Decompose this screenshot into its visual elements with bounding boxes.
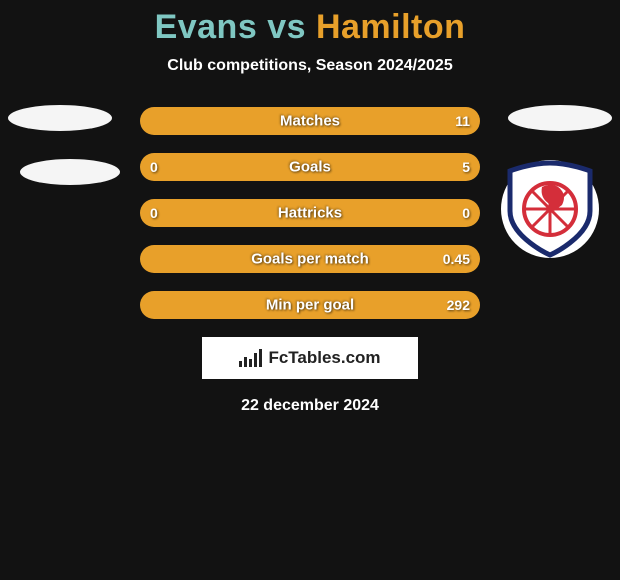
stat-row: Goals per match 0.45 <box>140 245 480 273</box>
player-left-placeholder-icon <box>8 105 112 131</box>
source-name: FcTables.com <box>268 348 380 368</box>
player-right-name: Hamilton <box>316 8 465 46</box>
stat-label: Hattricks <box>278 205 342 222</box>
stat-label: Min per goal <box>266 297 354 314</box>
stat-value-left: 0 <box>150 159 158 175</box>
date-label: 22 december 2024 <box>0 397 620 415</box>
club-right-badge-icon <box>500 159 600 259</box>
comparison-card: Evans vs Hamilton Club competitions, Sea… <box>0 0 620 415</box>
stat-value-right: 0.45 <box>443 251 470 267</box>
stat-value-right: 292 <box>447 297 470 313</box>
stat-value-right: 0 <box>462 205 470 221</box>
page-title: Evans vs Hamilton <box>0 8 620 47</box>
club-left-placeholder-icon <box>20 159 120 185</box>
chart-icon <box>239 349 262 367</box>
stat-row: 0 Goals 5 <box>140 153 480 181</box>
stat-row: Matches 11 <box>140 107 480 135</box>
stat-rows: Matches 11 0 Goals 5 0 Hattricks 0 Goals per mat… <box>140 107 480 319</box>
player-left-name: Evans <box>155 8 258 46</box>
player-right-placeholder-icon <box>508 105 612 131</box>
stat-row: 0 Hattricks 0 <box>140 199 480 227</box>
stat-value-right: 11 <box>455 113 470 129</box>
stat-label: Matches <box>280 113 340 130</box>
stat-row: Min per goal 292 <box>140 291 480 319</box>
vs-text: vs <box>257 8 316 46</box>
source-logo: FcTables.com <box>202 337 418 379</box>
subtitle: Club competitions, Season 2024/2025 <box>0 57 620 75</box>
stats-area: Matches 11 0 Goals 5 0 Hattricks 0 Goals per mat… <box>0 107 620 319</box>
stat-value-left: 0 <box>150 205 158 221</box>
stat-value-right: 5 <box>462 159 470 175</box>
stat-label: Goals per match <box>251 251 369 268</box>
stat-label: Goals <box>289 159 331 176</box>
